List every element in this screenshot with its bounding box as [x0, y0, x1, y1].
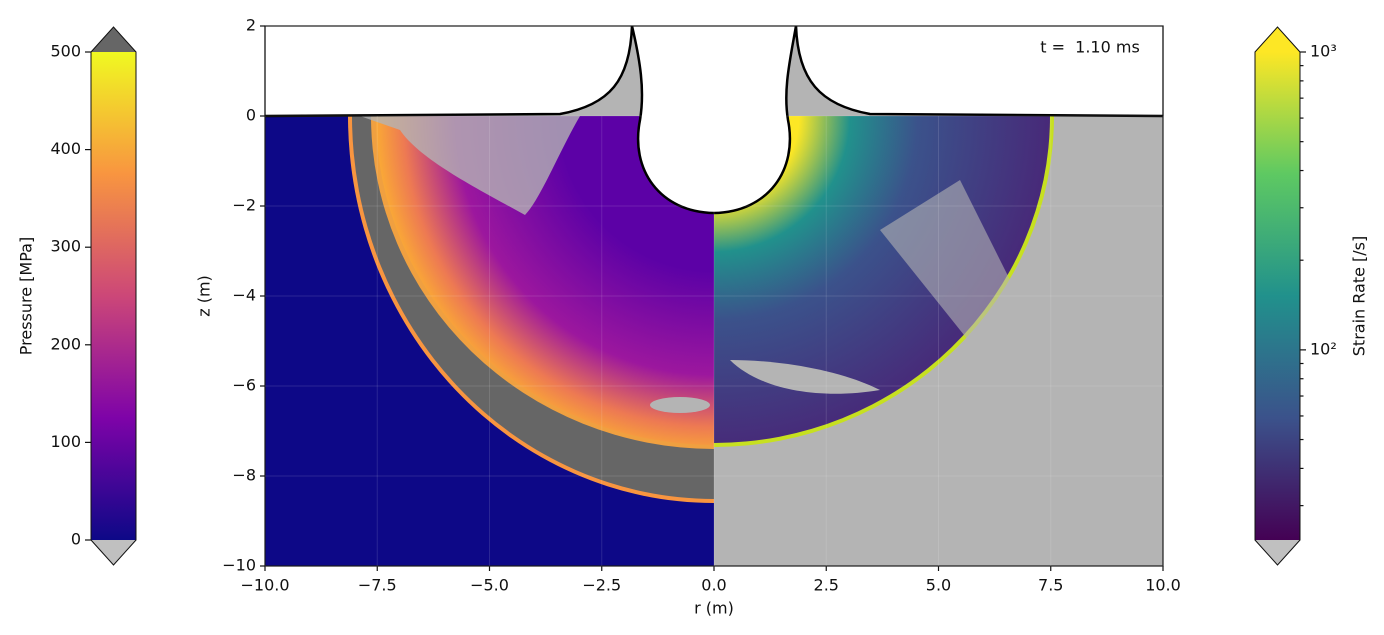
- y-tick-label: −4: [232, 286, 256, 305]
- colorbar-tick-label: 10³: [1310, 42, 1337, 61]
- y-tick-label: −6: [232, 376, 256, 395]
- y-tick-label: 2: [246, 16, 256, 35]
- colorbar-tick-label: 300: [50, 237, 81, 256]
- field-right: [714, 116, 1163, 566]
- colorbar-under: [91, 540, 136, 565]
- time-annotation: t = 1.10 ms: [1040, 38, 1140, 57]
- colorbar: [91, 52, 136, 540]
- colorbar-outline: [1254, 26, 1301, 566]
- x-tick-label: 0.0: [701, 576, 726, 595]
- x-axis-label: r (m): [694, 599, 734, 618]
- x-tick-label: 5.0: [926, 576, 951, 595]
- colorbar-tick-label: 100: [50, 432, 81, 451]
- y-tick-label: −10: [222, 556, 256, 575]
- x-tick-label: −10.0: [240, 576, 289, 595]
- x-tick-label: −7.5: [358, 576, 397, 595]
- colorbar-label: Pressure [MPa]: [17, 237, 36, 355]
- colorbar-over: [1255, 27, 1300, 52]
- colorbar-under: [1255, 540, 1300, 565]
- y-tick-label: 0: [246, 106, 256, 125]
- colorbar-tick-label: 10²: [1310, 339, 1337, 358]
- x-tick-label: 7.5: [1038, 576, 1063, 595]
- field-left: [265, 116, 714, 566]
- y-tick-label: −2: [232, 196, 256, 215]
- y-tick-label: −8: [232, 466, 256, 485]
- colorbar-label: Strain Rate [/s]: [1350, 236, 1369, 356]
- y-axis-label: z (m): [195, 275, 214, 317]
- colorbar-tick-label: 400: [50, 139, 81, 158]
- cavity: [632, 26, 796, 213]
- x-tick-label: −2.5: [582, 576, 621, 595]
- x-tick-label: −5.0: [470, 576, 509, 595]
- colorbar-tick-label: 0: [71, 530, 81, 549]
- surface-outline: [264, 25, 1164, 215]
- colorbar-tick-label: 500: [50, 42, 81, 61]
- colorbar: [1255, 52, 1300, 540]
- colorbar-tick-label: 200: [50, 334, 81, 353]
- x-tick-label: 10.0: [1145, 576, 1181, 595]
- colorbar-over: [91, 27, 136, 52]
- x-tick-label: 2.5: [814, 576, 839, 595]
